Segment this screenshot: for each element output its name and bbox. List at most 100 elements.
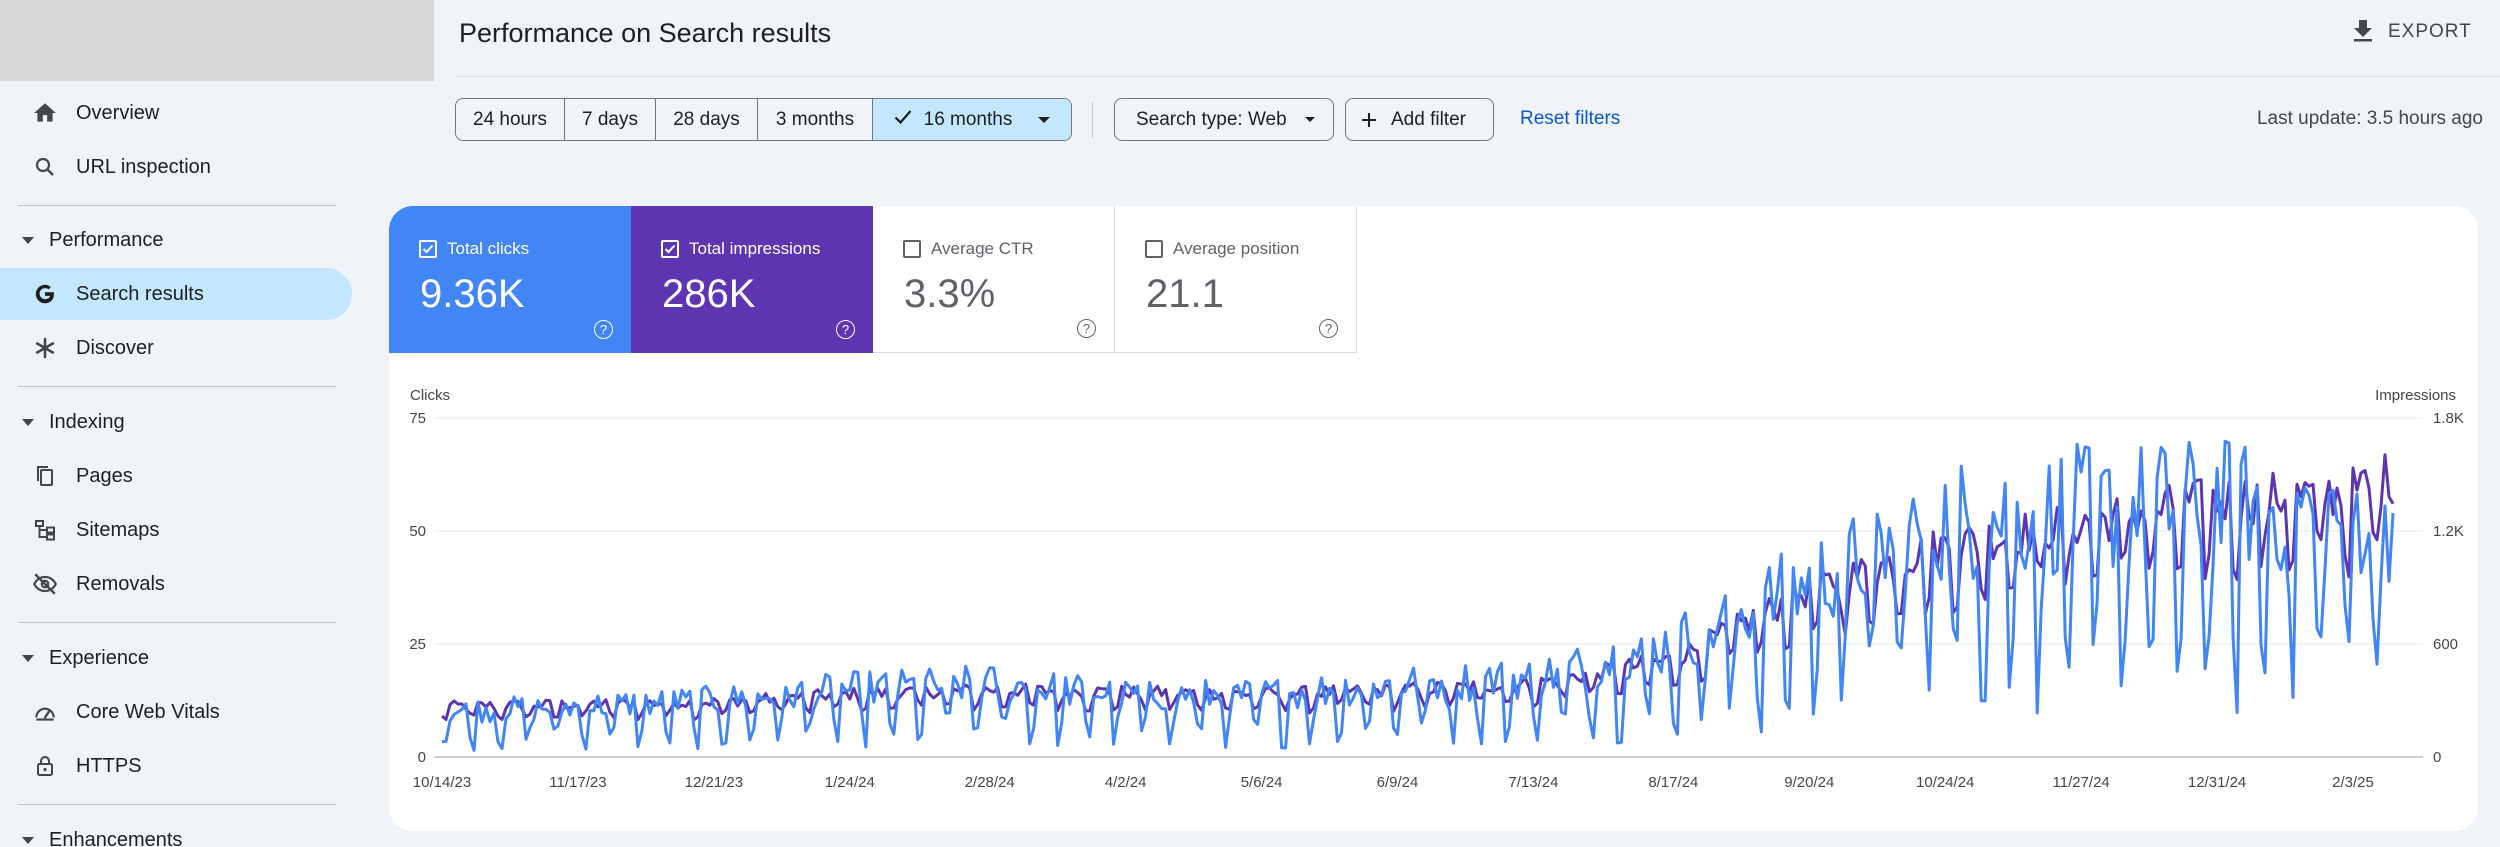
home-icon [30,98,60,128]
help-icon[interactable]: ? [594,320,613,339]
sidebar-section-enhancements[interactable]: Enhancements [0,818,340,847]
x-tick-label: 8/17/24 [1648,774,1698,791]
sidebar-item-label: Pages [76,464,133,487]
date-range-selector: 24 hours 7 days 28 days 3 months 16 mont… [455,98,1072,141]
date-chip-7-days[interactable]: 7 days [565,99,656,140]
y-tick-label-right: 1.8K [2433,410,2464,427]
sidebar-section-label: Enhancements [49,828,183,847]
sidebar-section-label: Indexing [49,410,125,433]
sidebar-section-label: Performance [49,228,164,251]
x-tick-label: 10/14/23 [413,774,471,791]
sidebar-section-indexing[interactable]: Indexing [0,400,340,444]
metric-total-clicks[interactable]: Total clicks 9.36K ? [389,206,631,353]
google-g-icon [30,279,60,309]
download-icon [2352,18,2374,47]
sidebar-section-experience[interactable]: Experience [0,636,340,680]
sidebar-divider [18,386,336,387]
x-tick-label: 1/24/24 [825,774,875,791]
metric-total-impressions[interactable]: Total impressions 286K ? [631,206,873,353]
search-icon [30,152,60,182]
checkbox-unchecked-icon[interactable] [903,240,921,258]
speedometer-icon [30,697,60,727]
date-chip-3-months[interactable]: 3 months [758,99,873,140]
x-tick-label: 9/20/24 [1784,774,1834,791]
filter-divider [1092,102,1093,138]
metric-label: Average CTR [931,239,1034,258]
x-tick-label: 12/31/24 [2188,774,2246,791]
performance-chart: 75 1.8K 50 1.2K 25 600 0 0 Clicks Impressions 10/1… [409,387,2464,791]
metric-average-ctr[interactable]: Average CTR 3.3% ? [873,206,1115,353]
check-icon [894,109,912,131]
x-tick-label: 5/6/24 [1241,774,1283,791]
sidebar-item-https[interactable]: HTTPS [0,740,352,792]
sidebar-divider [18,205,336,206]
checkbox-checked-icon[interactable] [661,240,679,258]
checkbox-unchecked-icon[interactable] [1145,240,1163,258]
x-tick-label: 6/9/24 [1377,774,1419,791]
metric-value: 9.36K [420,272,525,316]
logo-area [0,0,434,81]
sidebar: Overview URL inspection Performance Sear… [0,0,434,847]
sidebar-item-label: Removals [76,572,165,595]
x-tick-label: 12/21/23 [685,774,743,791]
y-tick-label-right: 1.2K [2433,523,2464,540]
export-button[interactable]: EXPORT [2352,14,2472,50]
y-tick-label-left: 25 [409,636,426,653]
y-tick-label-left: 75 [409,410,426,427]
sidebar-item-overview[interactable]: Overview [0,87,352,139]
x-tick-label: 7/13/24 [1508,774,1558,791]
y-tick-label-right: 600 [2433,636,2458,653]
metric-label: Total clicks [447,239,530,258]
y-tick-label-right: 0 [2433,749,2441,766]
checkbox-checked-icon[interactable] [419,240,437,258]
metric-value: 3.3% [904,272,996,316]
sidebar-item-discover[interactable]: Discover [0,322,352,374]
eye-off-icon [30,569,60,599]
search-type-label: Search type: Web [1136,108,1287,130]
reset-filters-link[interactable]: Reset filters [1520,108,1621,129]
sitemap-icon [30,515,60,545]
series-line-clicks [441,439,2395,752]
last-update-text: Last update: 3.5 hours ago [2256,108,2483,129]
asterisk-icon [30,333,60,363]
search-type-dropdown[interactable]: Search type: Web [1114,98,1334,141]
help-icon[interactable]: ? [836,320,855,339]
sidebar-section-label: Experience [49,646,150,669]
x-tick-label: 2/28/24 [965,774,1015,791]
date-chip-16-months[interactable]: 16 months [873,99,1071,140]
sidebar-item-search-results[interactable]: Search results [0,268,352,320]
sidebar-item-label: Core Web Vitals [76,700,220,723]
sidebar-item-label: HTTPS [76,754,142,777]
date-chip-28-days[interactable]: 28 days [656,99,758,140]
lock-icon [30,751,60,781]
sidebar-divider [18,622,336,623]
sidebar-item-url-inspection[interactable]: URL inspection [0,141,352,193]
add-filter-label: Add filter [1391,108,1466,130]
help-icon[interactable]: ? [1319,319,1338,338]
date-chip-24-hours[interactable]: 24 hours [456,99,565,140]
page-title: Performance on Search results [459,18,832,48]
caret-down-icon [22,418,34,426]
dropdown-arrow-icon [1304,117,1315,122]
y-tick-label-left: 0 [418,749,426,766]
caret-down-icon [22,836,34,844]
caret-down-icon [22,654,34,662]
sidebar-item-label: Search results [76,282,204,305]
plus-icon [1359,110,1379,130]
metric-average-position[interactable]: Average position 21.1 ? [1115,206,1357,353]
help-icon[interactable]: ? [1077,319,1096,338]
sidebar-item-label: Discover [76,336,154,359]
dropdown-arrow-icon [1038,116,1051,123]
y-axis-label-left: Clicks [410,387,450,404]
sidebar-item-removals[interactable]: Removals [0,558,352,610]
metric-label: Total impressions [689,239,821,258]
sidebar-item-sitemaps[interactable]: Sitemaps [0,504,352,556]
x-tick-label: 11/17/23 [549,774,606,791]
x-tick-label: 10/24/24 [1916,774,1974,791]
metric-label: Average position [1173,239,1300,258]
sidebar-section-performance[interactable]: Performance [0,218,340,262]
sidebar-item-core-web-vitals[interactable]: Core Web Vitals [0,686,352,738]
sidebar-item-pages[interactable]: Pages [0,450,352,502]
add-filter-button[interactable]: Add filter [1345,98,1494,141]
x-tick-label: 2/3/25 [2332,774,2374,791]
